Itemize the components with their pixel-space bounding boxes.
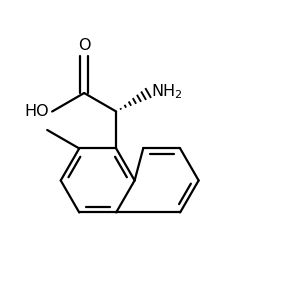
Text: NH$_2$: NH$_2$ <box>151 82 182 101</box>
Text: O: O <box>78 38 91 53</box>
Text: HO: HO <box>24 104 49 119</box>
